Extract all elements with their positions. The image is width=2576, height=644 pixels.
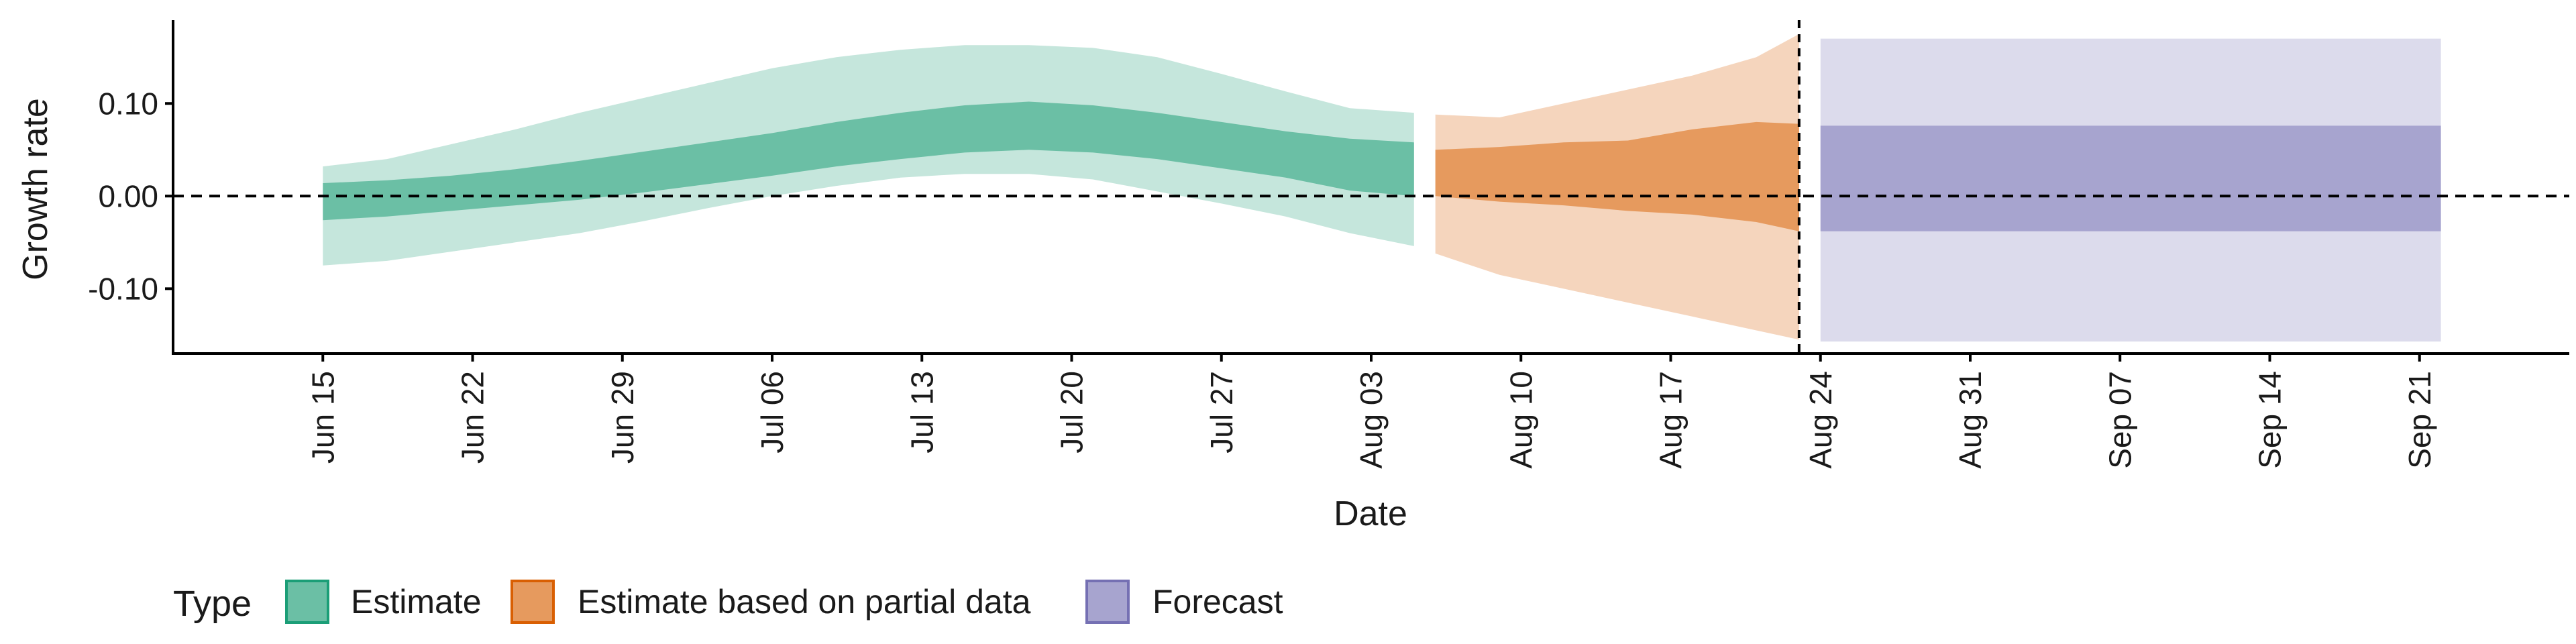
x-tick-label: Sep 21 — [2402, 371, 2437, 469]
legend-swatch-partial — [511, 580, 555, 624]
x-tick-label: Aug 17 — [1654, 371, 1688, 469]
axes: 0.10 0.00 -0.10 Jun 15 Jun 22 Jun 29 Jul 06 Jul… — [88, 20, 2569, 469]
x-tick-label: Jul 20 — [1055, 371, 1089, 453]
y-axis-label: Growth rate — [16, 98, 55, 280]
legend-label-partial: Estimate based on partial data — [578, 583, 1031, 621]
x-tick-label: Aug 24 — [1803, 371, 1838, 469]
inner-band-estimate-based-on-partial-data — [1435, 121, 1799, 231]
legend-swatch-estimate — [285, 580, 329, 624]
x-tick-label: Sep 14 — [2253, 371, 2288, 469]
x-tick-label: Aug 31 — [1953, 371, 1988, 469]
y-tick-label: 0.10 — [98, 86, 158, 121]
band-layer — [323, 34, 2441, 342]
x-axis-label: Date — [1334, 494, 1407, 533]
x-tick-label: Aug 03 — [1354, 371, 1389, 469]
y-tick-label: 0.00 — [98, 178, 158, 213]
legend-swatch-forecast — [1085, 580, 1130, 624]
inner-band-estimate — [323, 101, 1414, 221]
x-tick-label: Jun 15 — [305, 371, 340, 464]
x-tick-label: Sep 07 — [2102, 371, 2137, 469]
reference-lines — [173, 20, 2569, 354]
x-tick-label: Jun 22 — [455, 371, 490, 464]
x-tick-label: Jul 27 — [1204, 371, 1239, 453]
legend: Type Estimate Estimate based on partial … — [173, 580, 1283, 624]
x-tick-label: Jul 06 — [755, 371, 790, 453]
x-tick-label: Aug 10 — [1503, 371, 1538, 469]
y-tick-label: -0.10 — [88, 271, 158, 306]
legend-label-estimate: Estimate — [351, 583, 482, 621]
legend-label-forecast: Forecast — [1152, 583, 1283, 621]
legend-title: Type — [173, 584, 252, 624]
x-tick-label: Jul 13 — [904, 371, 939, 453]
x-tick-label: Jun 29 — [605, 371, 640, 464]
inner-band-forecast — [1820, 125, 2441, 231]
